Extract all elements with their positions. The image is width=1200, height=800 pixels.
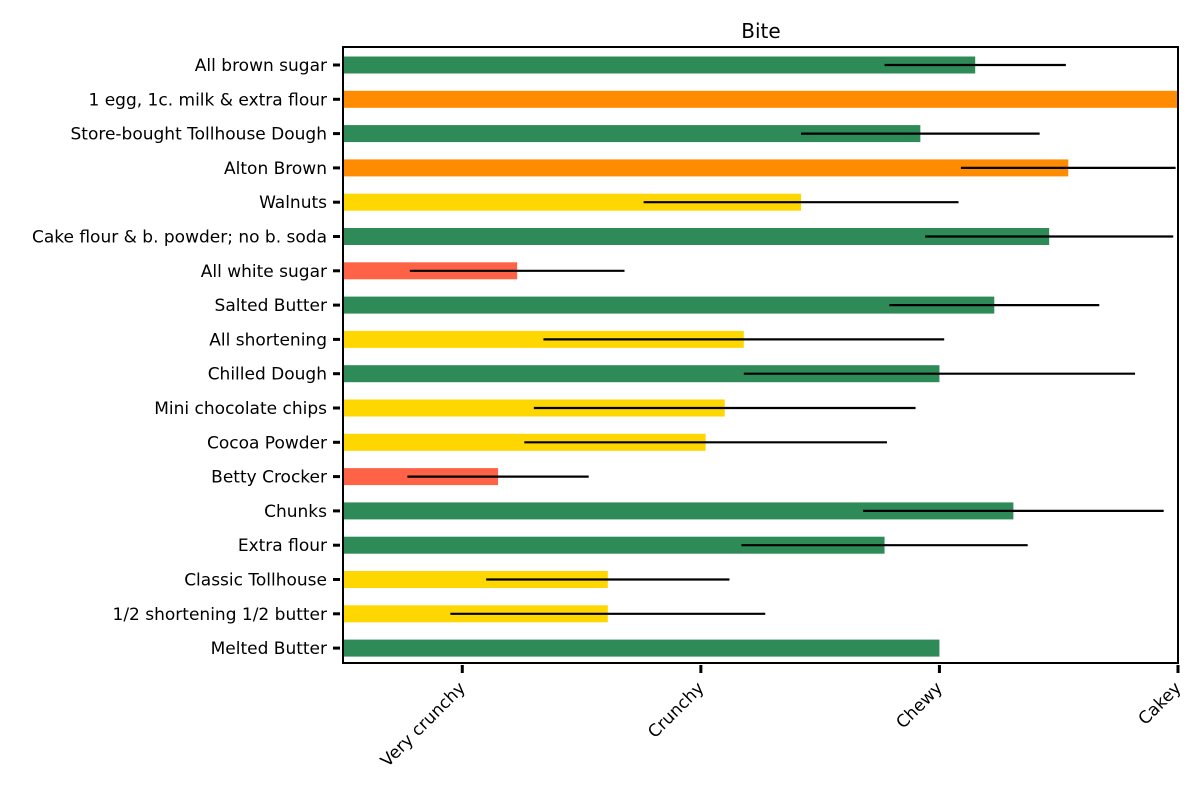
bar — [344, 536, 885, 554]
y-tick-label: Alton Brown — [224, 159, 327, 179]
bar — [344, 365, 940, 383]
y-tick-label: Classic Tollhouse — [184, 571, 327, 591]
bar — [344, 639, 940, 657]
bars-layer — [344, 56, 1178, 657]
y-tick-labels: All brown sugar 1 egg, 1c. milk & extra f… — [32, 56, 340, 659]
bar — [344, 125, 921, 143]
x-tick-label: Very crunchy — [377, 678, 470, 771]
y-tick-label: All brown sugar — [195, 56, 327, 76]
y-tick-label: Store-bought Tollhouse Dough — [70, 125, 327, 145]
y-tick-label: Cocoa Powder — [207, 433, 327, 453]
x-tick-labels: Very crunchy Crunchy Chewy Cakey — [377, 665, 1186, 771]
x-tick-label: Chewy — [892, 678, 947, 733]
bar — [344, 193, 802, 211]
y-tick-label: Melted Butter — [211, 639, 327, 659]
bar — [344, 90, 1178, 108]
bar — [344, 228, 1050, 245]
y-tick-label: Extra flour — [238, 536, 327, 556]
y-tick-label: Salted Butter — [215, 296, 327, 316]
x-tick-label: Crunchy — [644, 678, 708, 742]
bar — [344, 571, 608, 588]
error-bars-layer — [407, 63, 1176, 615]
bar — [344, 502, 1014, 520]
y-tick-label: Mini chocolate chips — [154, 399, 327, 419]
y-tick-label: All white sugar — [201, 262, 327, 282]
y-tick-label: Chilled Dough — [208, 365, 327, 385]
y-tick-label: All shortening — [209, 330, 327, 350]
y-tick-label: Walnuts — [259, 193, 327, 213]
y-tick-label: Cake flour & b. powder; no b. soda — [32, 228, 327, 248]
y-tick-label: Chunks — [264, 502, 327, 522]
y-tick-label: Betty Crocker — [211, 468, 327, 488]
y-tick-label: 1 egg, 1c. milk & extra flour — [88, 90, 327, 110]
x-tick-label: Cakey — [1135, 678, 1186, 729]
plot-frame — [342, 46, 1179, 664]
bar — [344, 159, 1069, 177]
y-tick-label: 1/2 shortening 1/2 butter — [113, 605, 327, 625]
bar — [344, 56, 976, 74]
bar — [344, 296, 995, 314]
chart-title: Bite — [741, 19, 780, 43]
